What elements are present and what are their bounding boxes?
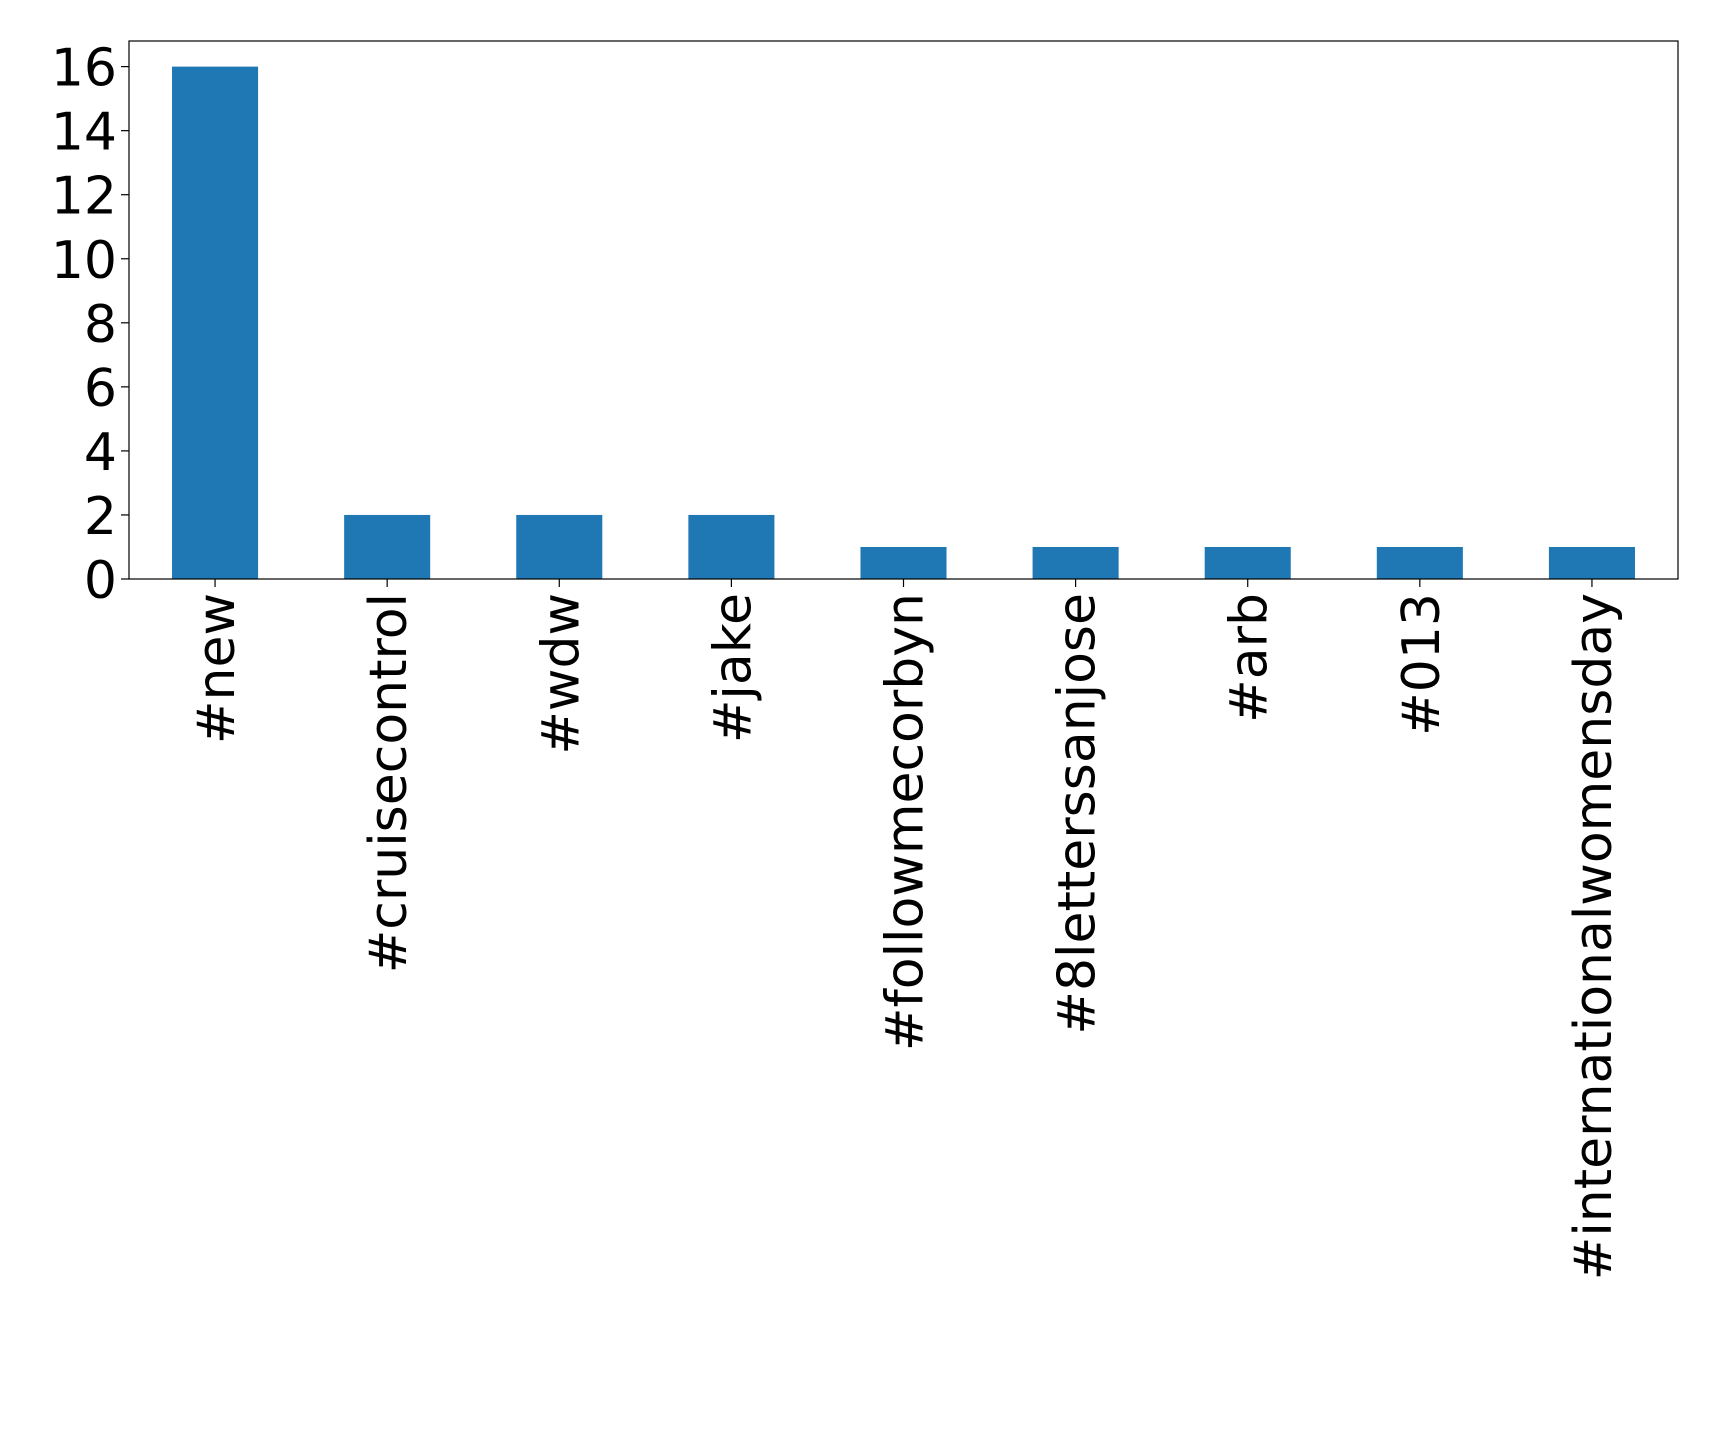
y-tick-label: 12: [51, 167, 117, 227]
y-tick-label: 4: [84, 423, 117, 483]
bar: [172, 66, 259, 580]
y-tick-label: 6: [84, 359, 117, 419]
x-tick-label: #013: [1392, 593, 1452, 736]
plot-frame: [128, 40, 1679, 580]
y-tick-label: 14: [51, 103, 117, 163]
x-tick-label: #8letterssanjose: [1048, 593, 1108, 1035]
bar: [1548, 546, 1635, 579]
x-tick-label: #new: [187, 593, 247, 744]
x-tick-label: #internationalwomensday: [1564, 593, 1624, 1280]
bar: [1204, 546, 1291, 579]
bar: [1032, 546, 1119, 579]
y-tick-label: 0: [84, 551, 117, 611]
y-tick-label: 8: [84, 295, 117, 355]
bar: [516, 514, 603, 579]
x-tick-label: #followmecorbyn: [876, 593, 936, 1051]
x-tick-label: #jake: [703, 593, 763, 743]
x-tick-label: #arb: [1220, 593, 1280, 723]
y-tick-label: 2: [84, 487, 117, 547]
bar: [344, 514, 431, 579]
x-tick-label: #wdw: [531, 593, 591, 755]
bar: [688, 514, 775, 579]
y-tick-label: 10: [51, 231, 117, 291]
x-tick-label: #cruisecontrol: [359, 593, 419, 973]
y-tick-label: 16: [51, 39, 117, 99]
bar: [860, 546, 947, 579]
bar: [1376, 546, 1463, 579]
